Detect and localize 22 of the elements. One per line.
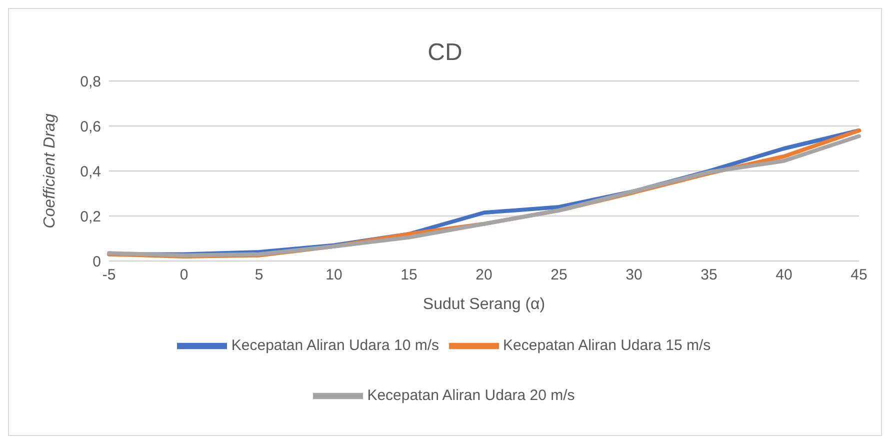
y-tick-label: 0,6 xyxy=(80,118,101,136)
x-tick-label: 35 xyxy=(700,266,718,284)
chart-title: CD xyxy=(426,39,464,67)
x-tick-label: -5 xyxy=(102,266,116,284)
y-axis-title: Coefficient Drag xyxy=(42,114,59,228)
y-tick-label: 0,8 xyxy=(80,73,101,90)
x-tick-label: 20 xyxy=(476,266,492,284)
legend-label: Kecepatan Aliran Udara 20 m/s xyxy=(367,386,575,404)
x-tick-label: 5 xyxy=(254,266,264,284)
x-tick-label: 15 xyxy=(400,266,418,284)
x-tick-label: 10 xyxy=(326,266,342,284)
x-tick-label: 40 xyxy=(776,266,792,284)
legend-label: Kecepatan Aliran Udara 10 m/s xyxy=(231,336,439,354)
x-axis-title: Sudut Serang (α) xyxy=(422,296,546,313)
y-tick-label: 0 xyxy=(92,253,101,270)
legend-label: Kecepatan Aliran Udara 15 m/s xyxy=(503,336,711,354)
x-tick-label: 30 xyxy=(626,266,642,284)
y-tick-label: 0,4 xyxy=(80,163,101,180)
y-tick-label: 0,2 xyxy=(80,208,101,226)
x-tick-label: 25 xyxy=(550,266,568,284)
x-tick-label: 45 xyxy=(850,266,868,284)
x-tick-label: 0 xyxy=(180,266,188,284)
